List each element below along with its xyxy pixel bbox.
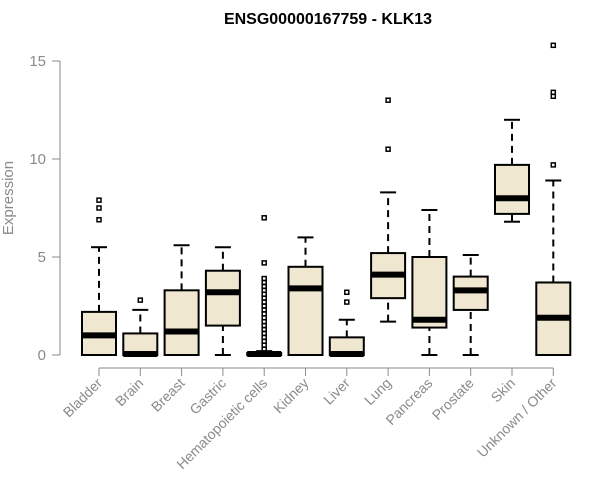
outlier-point: [261, 260, 267, 266]
x-tick-label: Breast: [148, 375, 188, 415]
y-axis: 0 5 10 15: [29, 53, 61, 364]
box-rect: [163, 289, 200, 357]
x-tick-label: Brain: [112, 375, 146, 409]
x-tick-label: Bladder: [60, 375, 106, 421]
y-tick-label: 0: [38, 347, 46, 364]
outlier-point: [385, 97, 391, 103]
outlier-point: [550, 162, 557, 168]
x-tick-label: Kidney: [270, 375, 312, 417]
outlier-point: [344, 289, 350, 296]
outlier-point: [385, 146, 391, 152]
outlier-point: [96, 197, 102, 203]
box-pancreas: [411, 208, 448, 356]
box-unknown-other: [535, 42, 572, 357]
box-rect: [287, 265, 324, 356]
outlier-point: [261, 215, 267, 221]
y-axis-label: Expression: [0, 161, 17, 235]
box-skin: [494, 118, 530, 223]
x-tick-label: Liver: [320, 375, 353, 408]
box-prostate: [452, 254, 489, 356]
outlier-point: [344, 299, 350, 305]
outlier-point: [137, 297, 144, 303]
box-lung: [370, 97, 407, 323]
y-tick-label: 15: [29, 53, 46, 70]
box-kidney: [287, 236, 324, 356]
box-rect: [204, 269, 241, 327]
box-series: [81, 42, 572, 358]
y-tick-label: 10: [29, 151, 46, 168]
outlier-point: [96, 217, 102, 223]
x-tick-label: Skin: [488, 375, 519, 406]
outlier-point: [550, 42, 557, 49]
box-breast: [163, 244, 200, 357]
box-brain: [122, 297, 159, 358]
box-rect: [411, 256, 448, 329]
box-gastric: [204, 246, 241, 356]
box-rect: [494, 163, 530, 215]
box-bladder: [81, 197, 117, 357]
y-tick-label: 5: [38, 249, 46, 266]
x-tick-label: Prostate: [429, 375, 477, 423]
chart-title: ENSG00000167759 - KLK13: [224, 11, 432, 28]
x-tick-label: Lung: [361, 375, 394, 408]
box-liver: [328, 289, 365, 358]
outlier-point: [550, 89, 557, 96]
outlier-point: [96, 205, 102, 211]
box-hematopoietic-cells: [246, 215, 283, 358]
outlier-point: [261, 275, 267, 282]
